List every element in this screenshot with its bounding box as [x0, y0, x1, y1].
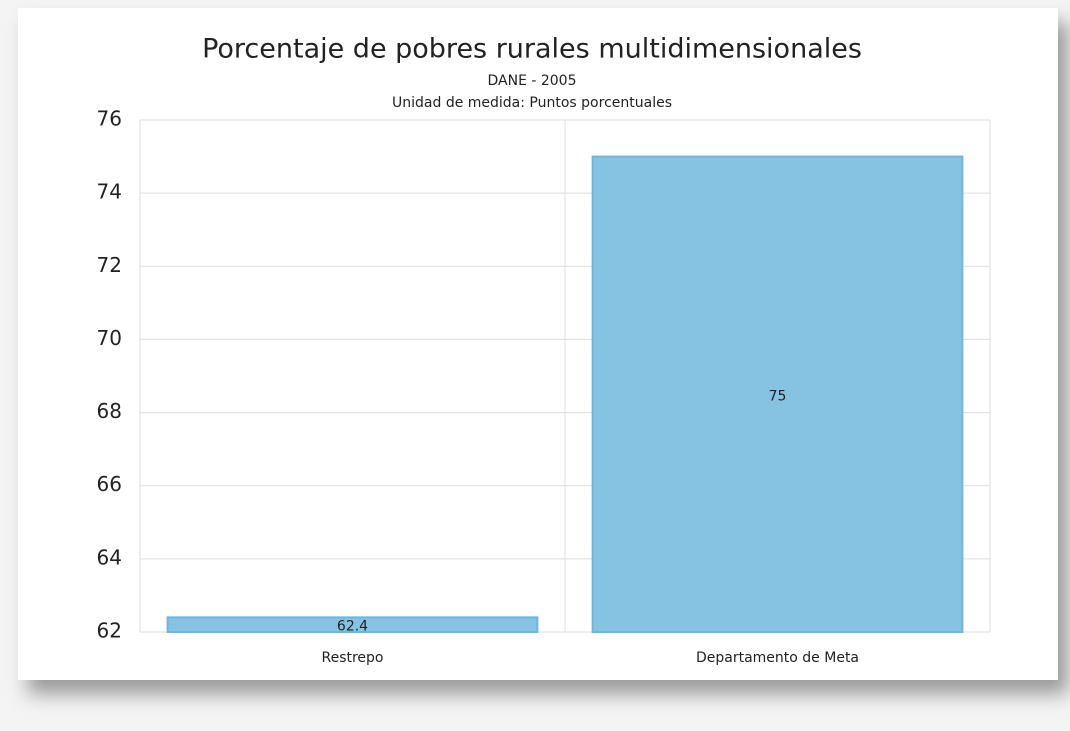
x-tick-label: Departamento de Meta — [696, 650, 859, 666]
data-label: 62.4 — [337, 619, 368, 635]
x-tick-label: Restrepo — [321, 650, 383, 666]
y-tick-label: 68 — [97, 399, 122, 423]
chart-subtitle: DANE - 2005 — [487, 73, 576, 89]
y-tick-label: 74 — [97, 180, 122, 204]
y-tick-label: 64 — [97, 545, 122, 569]
y-tick-label: 70 — [97, 326, 122, 350]
y-tick-label: 76 — [97, 107, 122, 131]
data-label: 75 — [769, 388, 787, 404]
bar — [166, 616, 539, 633]
chart-title: Porcentaje de pobres rurales multidimens… — [202, 34, 862, 65]
chart-note: Unidad de medida: Puntos porcentuales — [392, 95, 672, 111]
bar — [591, 155, 964, 633]
y-tick-label: 72 — [97, 253, 122, 277]
y-tick-label: 66 — [97, 472, 122, 496]
y-tick-label: 62 — [97, 619, 122, 643]
